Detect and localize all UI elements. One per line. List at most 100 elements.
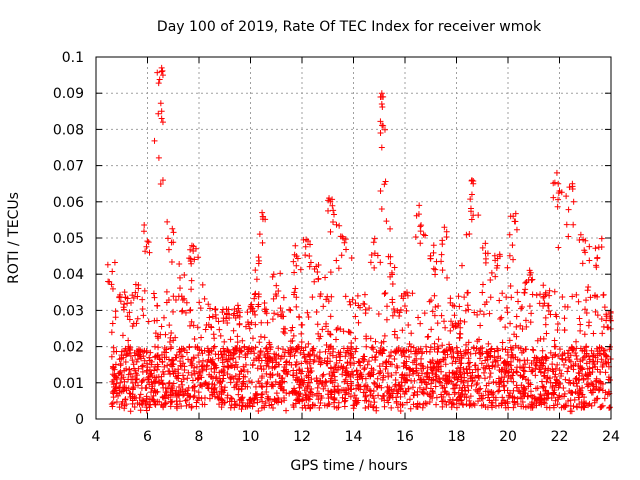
data-point — [553, 382, 560, 389]
data-point — [555, 353, 562, 360]
data-point — [562, 403, 569, 410]
data-point — [362, 382, 369, 389]
data-point — [166, 322, 173, 329]
data-point — [347, 378, 354, 385]
data-point — [381, 181, 388, 188]
data-point — [179, 353, 186, 360]
data-point — [556, 392, 563, 399]
x-axis-label: GPS time / hours — [290, 458, 407, 474]
data-point — [217, 332, 224, 339]
data-point — [271, 364, 278, 371]
data-point — [172, 390, 179, 397]
data-point — [583, 372, 590, 379]
data-point — [496, 383, 503, 390]
data-point — [292, 285, 299, 292]
data-point — [126, 309, 133, 316]
data-point — [164, 218, 171, 225]
data-point — [409, 367, 416, 374]
data-point — [532, 372, 539, 379]
data-point — [515, 344, 522, 351]
data-point — [159, 368, 166, 375]
data-point — [527, 319, 534, 326]
data-point — [549, 361, 556, 368]
data-point — [548, 394, 555, 401]
data-point — [513, 384, 520, 391]
data-point — [554, 327, 561, 334]
data-point — [113, 387, 120, 394]
data-point — [551, 288, 558, 295]
data-point — [541, 392, 548, 399]
data-point — [133, 358, 140, 365]
data-point — [300, 236, 307, 243]
data-point — [537, 364, 544, 371]
data-point — [581, 347, 588, 354]
data-point — [230, 355, 237, 362]
data-point — [137, 391, 144, 398]
data-point — [342, 236, 349, 243]
data-point — [152, 330, 159, 337]
data-point — [109, 268, 116, 275]
data-point — [316, 404, 323, 411]
data-point — [556, 187, 563, 194]
data-point — [493, 379, 500, 386]
data-point — [576, 390, 583, 397]
data-point — [234, 302, 241, 309]
data-point — [396, 313, 403, 320]
data-point — [317, 290, 324, 297]
data-point — [250, 357, 257, 364]
data-point — [580, 376, 587, 383]
data-point — [517, 322, 524, 329]
tick-labels: 4 6 8 10 12 14 16 18 20 22 24 0 0.01 0.02 0.03 0.04 0.05… — [53, 50, 620, 445]
data-point — [160, 394, 167, 401]
data-point — [170, 293, 177, 300]
data-point — [556, 367, 563, 374]
data-point — [381, 397, 388, 404]
data-point — [523, 279, 530, 286]
data-point — [277, 355, 284, 362]
data-point — [179, 307, 186, 314]
data-point — [435, 345, 442, 352]
data-point — [245, 346, 252, 353]
data-point — [368, 369, 375, 376]
data-point — [597, 369, 604, 376]
data-point — [496, 297, 503, 304]
data-point — [130, 294, 137, 301]
data-point — [340, 345, 347, 352]
data-point — [130, 385, 137, 392]
data-point — [130, 320, 137, 327]
data-point — [422, 400, 429, 407]
data-point — [485, 340, 492, 347]
data-point — [309, 348, 316, 355]
data-point — [427, 364, 434, 371]
data-point — [301, 402, 308, 409]
data-point — [472, 386, 479, 393]
data-point — [277, 305, 284, 312]
data-point — [391, 383, 398, 390]
data-point — [458, 387, 465, 394]
data-point — [478, 360, 485, 367]
data-point — [444, 351, 451, 358]
data-point — [191, 383, 198, 390]
data-point — [286, 359, 293, 366]
data-point — [158, 108, 165, 115]
data-point — [237, 347, 244, 354]
data-point — [383, 363, 390, 370]
data-point — [417, 228, 424, 235]
data-point — [558, 370, 565, 377]
data-point — [308, 368, 315, 375]
data-point — [233, 348, 240, 355]
data-point — [442, 324, 449, 331]
data-point — [393, 369, 400, 376]
data-point — [489, 363, 496, 370]
x-tick-label: 14 — [345, 429, 363, 445]
data-point — [472, 366, 479, 373]
data-point — [209, 359, 216, 366]
data-point — [259, 390, 266, 397]
data-point — [391, 264, 398, 271]
data-point — [526, 303, 533, 310]
data-point — [480, 392, 487, 399]
data-point — [248, 319, 255, 326]
data-point — [110, 377, 117, 384]
data-point — [573, 345, 580, 352]
data-point — [536, 300, 543, 307]
